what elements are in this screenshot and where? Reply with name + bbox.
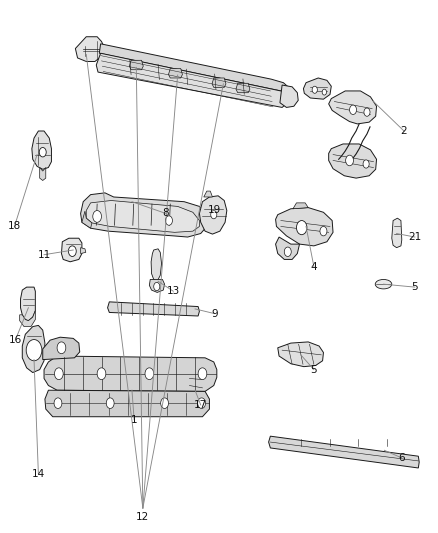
Text: 13: 13 — [167, 286, 180, 296]
Polygon shape — [99, 44, 289, 92]
Circle shape — [350, 105, 357, 115]
Text: 8: 8 — [162, 208, 169, 219]
Polygon shape — [392, 218, 402, 248]
Polygon shape — [204, 191, 212, 197]
Polygon shape — [78, 386, 117, 414]
Polygon shape — [81, 248, 86, 254]
Circle shape — [198, 368, 207, 379]
Polygon shape — [22, 326, 45, 373]
Circle shape — [97, 368, 106, 379]
Text: 21: 21 — [408, 232, 421, 242]
Polygon shape — [96, 53, 288, 108]
Text: 11: 11 — [37, 250, 51, 260]
Polygon shape — [120, 386, 159, 414]
Circle shape — [166, 216, 173, 225]
Circle shape — [106, 398, 114, 408]
Polygon shape — [45, 390, 209, 417]
Circle shape — [154, 282, 160, 290]
Polygon shape — [169, 69, 183, 78]
Circle shape — [198, 398, 205, 408]
Polygon shape — [32, 131, 51, 169]
Circle shape — [145, 368, 154, 379]
Polygon shape — [186, 369, 205, 402]
Circle shape — [57, 342, 66, 354]
Polygon shape — [276, 207, 333, 246]
Text: 5: 5 — [311, 365, 317, 375]
Polygon shape — [75, 37, 105, 61]
Circle shape — [312, 86, 318, 93]
Circle shape — [284, 247, 291, 256]
Polygon shape — [304, 78, 331, 99]
Polygon shape — [81, 193, 207, 237]
Circle shape — [297, 221, 307, 235]
Polygon shape — [328, 91, 377, 124]
Polygon shape — [293, 203, 308, 209]
Text: 2: 2 — [401, 126, 407, 136]
Polygon shape — [236, 83, 250, 93]
Text: 1: 1 — [131, 415, 138, 425]
Polygon shape — [199, 196, 227, 234]
Circle shape — [54, 398, 62, 408]
Polygon shape — [212, 78, 226, 87]
Circle shape — [161, 398, 169, 408]
Text: 19: 19 — [208, 205, 221, 215]
Text: 4: 4 — [311, 262, 317, 271]
Polygon shape — [40, 167, 46, 181]
Circle shape — [93, 211, 102, 222]
Ellipse shape — [375, 279, 392, 289]
Circle shape — [364, 108, 370, 116]
Polygon shape — [280, 85, 298, 108]
Circle shape — [68, 246, 76, 256]
Text: 14: 14 — [32, 469, 45, 479]
Polygon shape — [190, 402, 199, 408]
Text: 16: 16 — [9, 335, 22, 345]
Polygon shape — [278, 342, 323, 367]
Circle shape — [39, 148, 46, 157]
Circle shape — [363, 160, 369, 168]
Polygon shape — [190, 364, 199, 369]
Polygon shape — [108, 302, 199, 316]
Text: 12: 12 — [136, 512, 149, 522]
Polygon shape — [44, 356, 217, 391]
Polygon shape — [61, 238, 82, 262]
Polygon shape — [86, 200, 199, 232]
Circle shape — [211, 211, 217, 219]
Circle shape — [54, 368, 63, 379]
Text: 9: 9 — [212, 309, 218, 319]
Polygon shape — [328, 144, 377, 178]
Circle shape — [322, 89, 326, 95]
Polygon shape — [149, 279, 165, 293]
Polygon shape — [129, 60, 143, 70]
Polygon shape — [43, 337, 80, 360]
Text: 17: 17 — [194, 400, 207, 410]
Circle shape — [320, 227, 327, 236]
Text: 6: 6 — [399, 453, 405, 463]
Polygon shape — [151, 249, 162, 281]
Polygon shape — [20, 311, 35, 327]
Polygon shape — [82, 211, 92, 228]
Polygon shape — [268, 436, 419, 468]
Circle shape — [346, 155, 353, 166]
Text: 5: 5 — [412, 282, 418, 292]
Polygon shape — [276, 237, 300, 260]
Text: 18: 18 — [8, 221, 21, 231]
Circle shape — [26, 340, 42, 361]
Polygon shape — [21, 287, 35, 321]
